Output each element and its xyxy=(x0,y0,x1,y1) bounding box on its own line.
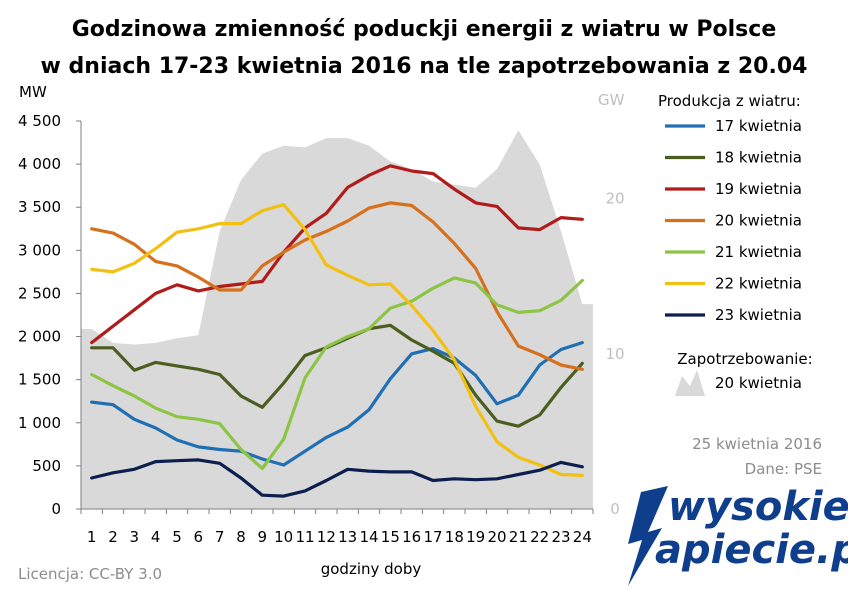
series-line xyxy=(90,203,584,477)
y-tick-label: 2 500 xyxy=(18,284,61,302)
x-tick-label: 7 xyxy=(215,528,225,546)
legend: 17 kwietnia 18 kwietnia 19 kwietnia 20 kwie… xyxy=(665,117,802,324)
x-tick-label: 4 xyxy=(151,528,161,546)
x-tick-label: 9 xyxy=(258,528,268,546)
x-tick-label: 10 xyxy=(274,528,293,546)
lightning-bolt-icon xyxy=(628,486,668,586)
y-tick-label: 2 000 xyxy=(18,328,61,346)
legend-label: 22 kwietnia xyxy=(715,275,802,293)
y2-tick-label: 10 xyxy=(605,345,624,363)
series-line xyxy=(90,164,584,345)
logo-line-1: wysokie xyxy=(668,484,848,530)
demand-legend-label: Zapotrzebowanie: xyxy=(677,350,812,368)
legend-label: 20 kwietnia xyxy=(715,212,802,230)
x-tick-label: 3 xyxy=(130,528,140,546)
chart-subtitle: w dniach 17-23 kwietnia 2016 na tle zapo… xyxy=(41,54,808,79)
y2-tick-label: 20 xyxy=(605,190,624,208)
y-tick-label: 3 500 xyxy=(18,198,61,216)
axes xyxy=(76,120,594,514)
demand-legend-swatch xyxy=(675,370,705,396)
y-tick-label: 1 500 xyxy=(18,371,61,389)
x-tick-label: 24 xyxy=(573,528,592,546)
tick-labels: 0 500 1 000 1 500 2 000 2 500 3 000 3 500 4 000 4… xyxy=(18,112,625,546)
y-tick-label: 500 xyxy=(32,457,61,475)
x-tick-label: 16 xyxy=(402,528,421,546)
y2-tick-label: 0 xyxy=(610,500,620,518)
series-lines xyxy=(90,164,584,498)
y2-axis-label: GW xyxy=(598,91,625,109)
y-tick-label: 1 000 xyxy=(18,414,61,432)
x-tick-label: 12 xyxy=(317,528,336,546)
x-tick-label: 15 xyxy=(381,528,400,546)
x-tick-label: 23 xyxy=(551,528,570,546)
series-line xyxy=(90,341,584,467)
x-tick-label: 6 xyxy=(194,528,204,546)
date-note: 25 kwietnia 2016 xyxy=(692,435,822,453)
x-tick-label: 2 xyxy=(108,528,118,546)
series-line xyxy=(90,201,584,371)
y-tick-label: 4 000 xyxy=(18,155,61,173)
x-tick-label: 1 xyxy=(87,528,97,546)
x-tick-label: 17 xyxy=(423,528,442,546)
demand-legend-name: 20 kwietnia xyxy=(715,374,802,392)
license-note: Licencja: CC-BY 3.0 xyxy=(18,565,162,583)
source-note: Dane: PSE xyxy=(745,460,822,478)
legend-label: 19 kwietnia xyxy=(715,180,802,198)
x-tick-label: 18 xyxy=(445,528,464,546)
legend-label: 18 kwietnia xyxy=(715,149,802,167)
y-tick-label: 4 500 xyxy=(18,112,61,130)
x-tick-label: 8 xyxy=(236,528,246,546)
x-tick-label: 11 xyxy=(295,528,314,546)
x-tick-label: 14 xyxy=(359,528,378,546)
y-tick-label: 0 xyxy=(51,500,61,518)
x-tick-label: 13 xyxy=(338,528,357,546)
x-tick-label: 20 xyxy=(487,528,506,546)
y-axis-label: MW xyxy=(19,83,47,101)
x-tick-label: 21 xyxy=(509,528,528,546)
x-tick-label: 22 xyxy=(530,528,549,546)
series-line xyxy=(90,276,584,471)
wysokie-napiecie-logo: wysokie apiecie.pl xyxy=(628,484,848,586)
chart-title: Godzinowa zmienność poduckji energii z w… xyxy=(72,17,777,42)
x-tick-label: 5 xyxy=(172,528,182,546)
logo-line-2: apiecie.pl xyxy=(655,527,848,573)
y-tick-label: 3 000 xyxy=(18,241,61,259)
x-axis-label: godziny doby xyxy=(321,560,422,578)
legend-title: Produkcja z wiatru: xyxy=(658,92,801,110)
series-line xyxy=(90,458,584,498)
demand-area-layer xyxy=(81,130,593,510)
x-tick-label: 19 xyxy=(466,528,485,546)
legend-label: 21 kwietnia xyxy=(715,243,802,261)
demand-area xyxy=(81,130,593,510)
legend-label: 17 kwietnia xyxy=(715,117,802,135)
legend-label: 23 kwietnia xyxy=(715,306,802,324)
